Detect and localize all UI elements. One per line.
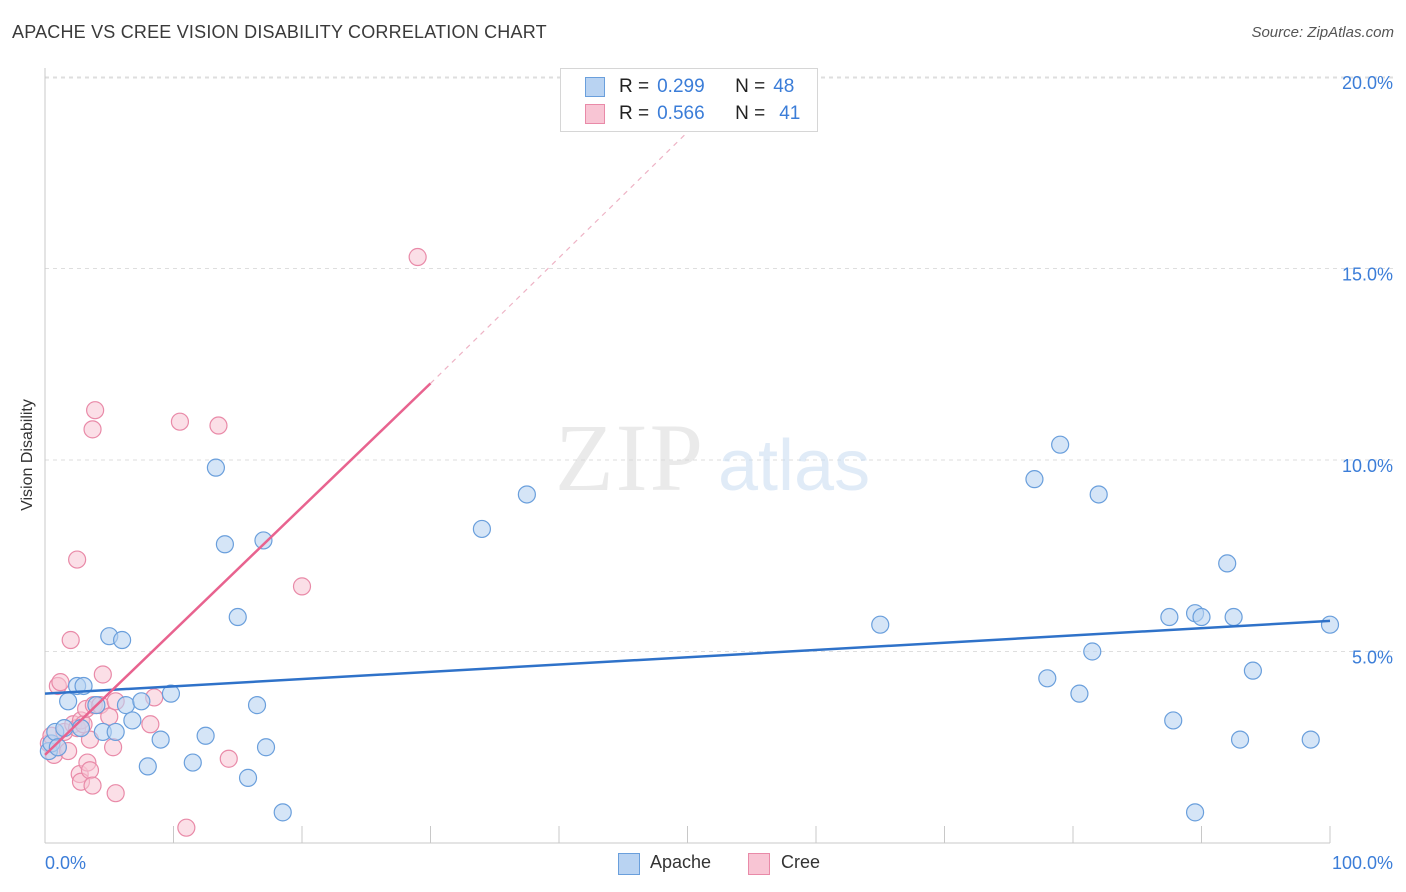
bottom-legend-cree-swatch xyxy=(748,853,770,875)
cree-trend-line xyxy=(44,382,432,756)
apache-point xyxy=(1224,607,1243,627)
cree-point xyxy=(86,401,105,420)
cree-point xyxy=(106,784,125,803)
apache-point xyxy=(151,730,170,749)
y-tick-label: 20.0% xyxy=(1342,73,1393,93)
apache-point xyxy=(1070,684,1089,703)
apache-point xyxy=(228,607,247,627)
apache-point xyxy=(1160,607,1179,627)
apache-point xyxy=(1320,615,1340,634)
apache-point xyxy=(1230,730,1250,749)
x-tick-label: 0.0% xyxy=(45,853,86,873)
apache-point xyxy=(871,615,890,634)
apache-point xyxy=(161,684,181,703)
legend-apache-r-label: R = xyxy=(619,76,650,97)
apache-point xyxy=(123,711,142,730)
cree-point xyxy=(219,749,238,768)
cree-point xyxy=(83,420,102,439)
apache-point xyxy=(517,485,536,504)
apache-point xyxy=(472,519,491,539)
apache-point xyxy=(1218,554,1237,573)
legend-apache-r-value: 0.299 xyxy=(657,76,705,97)
cree-point xyxy=(209,416,228,435)
cree-point xyxy=(61,630,80,650)
apache-point xyxy=(71,718,91,738)
bottom-legend-apache-swatch xyxy=(618,853,640,875)
apache-point xyxy=(1185,803,1205,822)
apache-point xyxy=(55,718,74,738)
x-tick-label: 100.0% xyxy=(1332,853,1393,873)
legend-apache-n-value: 48 xyxy=(773,76,795,97)
y-tick-label: 10.0% xyxy=(1342,456,1393,476)
y-tick-label: 15.0% xyxy=(1342,265,1393,285)
legend-row-cree: R = 0.566 N = 41 xyxy=(585,103,801,125)
legend-cree-n-label: N = xyxy=(735,103,766,124)
cree-point xyxy=(104,738,123,757)
bottom-legend-apache-label: Apache xyxy=(650,852,712,872)
cree-point xyxy=(68,550,87,569)
legend-cree-r-label: R = xyxy=(619,103,650,124)
apache-point xyxy=(116,696,136,715)
apache-point xyxy=(1301,730,1320,749)
chart-title: APACHE VS CREE VISION DISABILITY CORRELA… xyxy=(12,22,547,42)
apache-point xyxy=(138,757,157,776)
apache-point xyxy=(1192,607,1211,627)
apache-point xyxy=(196,726,215,745)
cree-swatch xyxy=(585,104,605,124)
legend-row-apache: R = 0.299 N = 48 xyxy=(585,76,795,98)
apache-point xyxy=(206,458,226,477)
source-label: Source: ZipAtlas.com xyxy=(1251,24,1394,41)
apache-point xyxy=(238,768,258,787)
apache-point xyxy=(1038,669,1057,688)
apache-points xyxy=(39,435,1340,822)
legend-cree-n-value: 41 xyxy=(779,103,801,124)
axes xyxy=(44,68,1331,844)
apache-point xyxy=(1164,711,1183,730)
apache-point xyxy=(1051,435,1070,454)
apache-point xyxy=(48,738,67,757)
cree-point xyxy=(51,673,70,692)
apache-point xyxy=(1089,485,1108,504)
cree-point xyxy=(83,776,102,795)
cree-point xyxy=(93,665,112,684)
legend-cree-r-value: 0.566 xyxy=(657,103,705,124)
cree-point xyxy=(141,715,160,734)
cree-point xyxy=(292,577,312,596)
y-tick-label: 5.0% xyxy=(1352,648,1393,668)
apache-point xyxy=(112,630,132,650)
apache-point xyxy=(183,753,202,772)
apache-point xyxy=(273,803,292,822)
tick-labels: 5.0% 10.0% 15.0% 20.0% 0.0% 100.0% xyxy=(45,73,1393,873)
apache-point xyxy=(132,692,151,711)
bottom-legend-cree-label: Cree xyxy=(781,852,821,872)
cree-point xyxy=(170,412,190,431)
cree-point xyxy=(100,707,119,726)
watermark: ZIP atlas xyxy=(555,404,870,511)
cree-point xyxy=(177,818,196,837)
cree-point xyxy=(80,761,100,780)
legend-box: R = 0.299 N = 48 R = 0.566 N = 41 xyxy=(560,68,818,132)
apache-trend-line xyxy=(44,619,1331,695)
apache-point xyxy=(1025,470,1044,489)
apache-swatch xyxy=(585,77,605,97)
watermark-atlas: atlas xyxy=(718,426,870,506)
apache-point xyxy=(106,722,125,742)
cree-point xyxy=(408,247,427,267)
apache-point xyxy=(1243,661,1263,680)
apache-point xyxy=(254,531,273,550)
apache-point xyxy=(215,535,234,554)
apache-point xyxy=(59,692,78,711)
apache-point xyxy=(256,738,276,757)
apache-point xyxy=(247,696,267,715)
watermark-zip: ZIP xyxy=(555,404,705,511)
legend-apache-n-label: N = xyxy=(735,76,766,97)
grid-lines xyxy=(45,76,1395,652)
apache-point xyxy=(1083,642,1102,661)
